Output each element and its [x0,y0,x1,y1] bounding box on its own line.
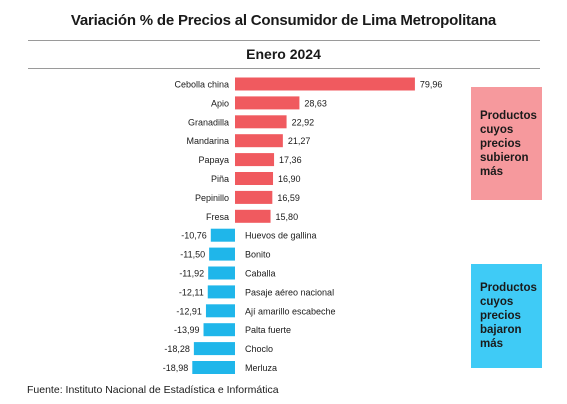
value-label: -18,28 [164,344,190,354]
category-label: Cebolla china [174,80,229,90]
category-label: Pasaje aéreo nacional [245,287,334,297]
value-label: 15,80 [276,212,299,222]
category-label: Choclo [245,344,273,354]
category-label: Huevos de gallina [245,231,317,241]
bar [235,190,273,204]
legend-increase-box: Productos cuyos precios subieron más [471,87,542,200]
bar [210,228,235,242]
value-label: 28,63 [304,98,327,108]
value-label: 16,59 [277,193,300,203]
bar-chart: Cebolla china 79,96 Apio 28,63 Granadilla 22,… [163,77,443,374]
source-note: Fuente: Instituto Nacional de Estadístic… [27,384,279,396]
bar [203,323,235,337]
value-label: -13,99 [174,325,200,335]
subtitle-divider [28,68,540,69]
category-label: Piña [211,174,229,184]
bar [235,96,300,110]
legend-decrease-box: Productos cuyos precios bajaron más [471,264,542,368]
category-label: Bonito [245,250,271,260]
category-label: Fresa [206,212,229,222]
value-label: -12,91 [176,306,202,316]
value-label: -18,98 [163,363,189,373]
value-label: -11,92 [179,269,204,279]
bar [208,266,235,280]
legend-decrease-text: Productos cuyos precios bajaron más [480,282,537,350]
bar [193,342,235,356]
value-label: 21,27 [288,136,311,146]
value-label: -10,76 [181,231,207,241]
value-label: -11,50 [180,250,205,260]
legend-increase-text: Productos cuyos precios subieron más [480,109,537,178]
bar [235,134,283,148]
category-label: Ají amarillo escabeche [245,306,336,316]
category-label: Caballa [245,269,276,279]
chart-subtitle: Enero 2024 [246,46,321,62]
category-label: Granadilla [188,117,229,127]
value-label: 16,90 [278,174,301,184]
bar [235,115,287,129]
category-label: Papaya [198,155,229,165]
category-label: Palta fuerte [245,325,291,335]
value-label: 79,96 [420,80,443,90]
bar [235,209,271,223]
bar [209,247,235,261]
value-label: 22,92 [292,117,315,127]
category-label: Mandarina [186,136,229,146]
category-label: Pepinillo [195,193,229,203]
bar [235,172,274,185]
category-label: Merluza [245,363,277,373]
bar [235,77,415,91]
bar [207,285,235,299]
bar [235,153,275,167]
category-label: Apio [211,98,229,108]
bar [192,361,235,374]
title-divider [28,40,540,41]
chart-title: Variación % de Precios al Consumidor de … [70,12,497,29]
bar [205,304,235,318]
value-label: 17,36 [279,155,302,165]
value-label: -12,11 [179,287,204,297]
